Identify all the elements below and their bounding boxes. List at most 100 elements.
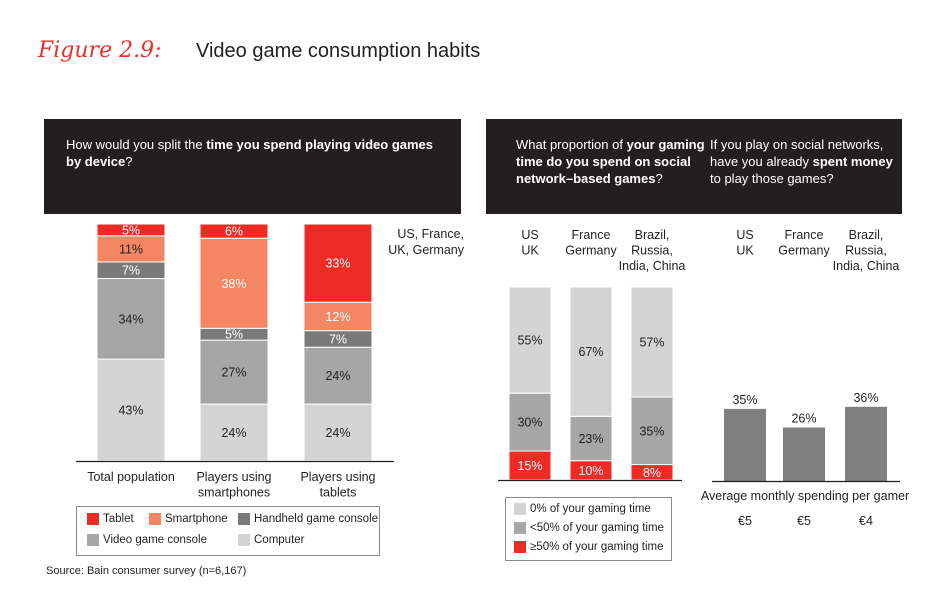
legend-swatch bbox=[87, 534, 99, 546]
legend-item-console: Video game console bbox=[87, 534, 207, 546]
legend-social-time: 0% of your gaming time <50% of your gami… bbox=[505, 497, 672, 561]
legend-label: 0% of your gaming time bbox=[530, 503, 651, 516]
social-spend-chart: 35% US UK €5 26% France Germany €5 36% Brazil, Rus… bbox=[712, 228, 900, 528]
category-label: US bbox=[736, 228, 753, 242]
category-label: Russia, bbox=[631, 244, 673, 258]
bar bbox=[724, 408, 766, 481]
category-label: Brazil, bbox=[849, 228, 884, 242]
category-label: Germany bbox=[778, 244, 830, 258]
category-label: US bbox=[521, 228, 538, 242]
category-label: UK bbox=[521, 244, 539, 258]
panel2-q1-pre: What proportion of bbox=[516, 137, 627, 152]
bar-value-label: 67% bbox=[578, 345, 603, 359]
bar-segment bbox=[569, 415, 613, 462]
bar-value-label: 8% bbox=[643, 466, 661, 480]
category-label: tablets bbox=[320, 486, 357, 500]
panel2-question2: If you play on social networks, have you… bbox=[710, 136, 895, 187]
bar-segment bbox=[96, 223, 166, 237]
panel1-question-pre: How would you split the bbox=[66, 137, 207, 152]
bar-value-label: 27% bbox=[221, 366, 246, 380]
legend-label: Computer bbox=[254, 534, 305, 547]
panel2-question1: What proportion of your gaming time do y… bbox=[516, 136, 706, 187]
panel2-header: What proportion of your gaming time do y… bbox=[486, 119, 902, 214]
bar-segment bbox=[96, 278, 166, 360]
legend-item-over50: ≥50% of your gaming time bbox=[514, 541, 664, 553]
bar-value-label: 26% bbox=[791, 411, 816, 425]
panel2-q2-post: to play those games? bbox=[710, 171, 834, 186]
bar-value-label: 57% bbox=[639, 336, 664, 350]
bar-value-label: 24% bbox=[221, 426, 246, 440]
bar-value-label: 35% bbox=[639, 424, 664, 438]
device-split-chart: 43% 34% 7% 11% 5% 24% 27% 5% 38% 6% 24% 24% 7% 12% 33%… bbox=[76, 223, 394, 500]
legend-label: <50% of your gaming time bbox=[530, 522, 664, 535]
legend-swatch bbox=[87, 513, 99, 525]
bar-segment bbox=[96, 235, 166, 263]
bar-segment bbox=[508, 450, 552, 481]
bar-segment bbox=[96, 358, 166, 462]
bar-value-label: 10% bbox=[578, 464, 603, 478]
bar-segment bbox=[199, 339, 269, 405]
bar-value-label: 33% bbox=[325, 257, 350, 271]
bar-value-label: 7% bbox=[329, 332, 347, 346]
bar-value-label: 43% bbox=[118, 404, 143, 418]
bar-value-label: 30% bbox=[517, 416, 542, 430]
figure-title: Video game consumption habits bbox=[196, 40, 481, 62]
bar-value-label: 35% bbox=[732, 393, 757, 407]
legend-swatch bbox=[238, 534, 250, 546]
legend-item-under50: <50% of your gaming time bbox=[514, 522, 664, 534]
bar-value-label: 5% bbox=[225, 328, 243, 342]
panel2-q2-bold: spent money bbox=[812, 154, 893, 169]
panel1-header: How would you split the time you spend p… bbox=[44, 119, 461, 214]
bar-segment bbox=[508, 392, 552, 452]
bar-value-label: 5% bbox=[122, 223, 140, 237]
bar-segment bbox=[303, 346, 373, 405]
bar-segment bbox=[508, 286, 552, 394]
bar-segment bbox=[199, 403, 269, 462]
bar bbox=[783, 427, 825, 481]
panel1-question-post: ? bbox=[125, 154, 133, 169]
legend-swatch bbox=[514, 541, 526, 553]
bar-value-label: 11% bbox=[119, 242, 143, 256]
legend-swatch bbox=[238, 513, 250, 525]
bar-value-label: 36% bbox=[853, 391, 878, 405]
legend-item-handheld: Handheld game console bbox=[238, 513, 378, 525]
panel1-question-bold: time you spend playing video games by de… bbox=[66, 137, 434, 169]
bar-segment bbox=[303, 403, 373, 462]
legend-label: Smartphone bbox=[165, 513, 228, 526]
category-label: Russia, bbox=[845, 244, 887, 258]
social-time-chart: 15% 30% 55% US UK 10% 23% 67% France Germany 8% 35%… bbox=[498, 228, 686, 482]
bar-value-label: 38% bbox=[221, 277, 246, 291]
legend-label: Video game console bbox=[103, 534, 207, 547]
panel1-region-note: US, France, UK, Germany bbox=[388, 227, 464, 257]
source-note: Source: Bain consumer survey (n=6,167) bbox=[46, 565, 247, 577]
figure-label: Figure 2.9: bbox=[38, 38, 162, 63]
category-label: India, China bbox=[619, 259, 686, 273]
avg-spending-label: Average monthly spending per gamer bbox=[700, 489, 910, 503]
legend-devices: Tablet Smartphone Handheld game console … bbox=[76, 506, 380, 556]
legend-swatch bbox=[514, 503, 526, 515]
spending-value: €5 bbox=[797, 514, 811, 528]
legend-swatch bbox=[149, 513, 161, 525]
bar-value-label: 24% bbox=[325, 369, 350, 383]
category-label: smartphones bbox=[198, 486, 270, 500]
category-label: India, China bbox=[833, 259, 900, 273]
bar-value-label: 23% bbox=[578, 432, 603, 446]
panel2-q1-bold: your gaming time do you spend on social … bbox=[516, 137, 705, 186]
legend-item-tablet: Tablet bbox=[87, 513, 134, 525]
bar-value-label: 6% bbox=[225, 225, 243, 239]
category-label: Germany bbox=[565, 244, 617, 258]
bar-segment bbox=[303, 223, 373, 303]
panel2-q1-post: ? bbox=[655, 171, 663, 186]
category-label: Players using bbox=[300, 470, 375, 484]
bar-value-label: 24% bbox=[325, 426, 350, 440]
legend-swatch bbox=[514, 522, 526, 534]
bar-segment bbox=[630, 396, 674, 466]
spending-value: €5 bbox=[738, 514, 752, 528]
category-label: Players using bbox=[196, 470, 271, 484]
panel2-q2-pre: If you play on social networks, have you… bbox=[710, 137, 884, 169]
legend-item-zero: 0% of your gaming time bbox=[514, 503, 651, 515]
bar-value-label: 55% bbox=[517, 334, 542, 348]
category-label: Brazil, bbox=[635, 228, 670, 242]
bar-segment bbox=[630, 286, 674, 398]
